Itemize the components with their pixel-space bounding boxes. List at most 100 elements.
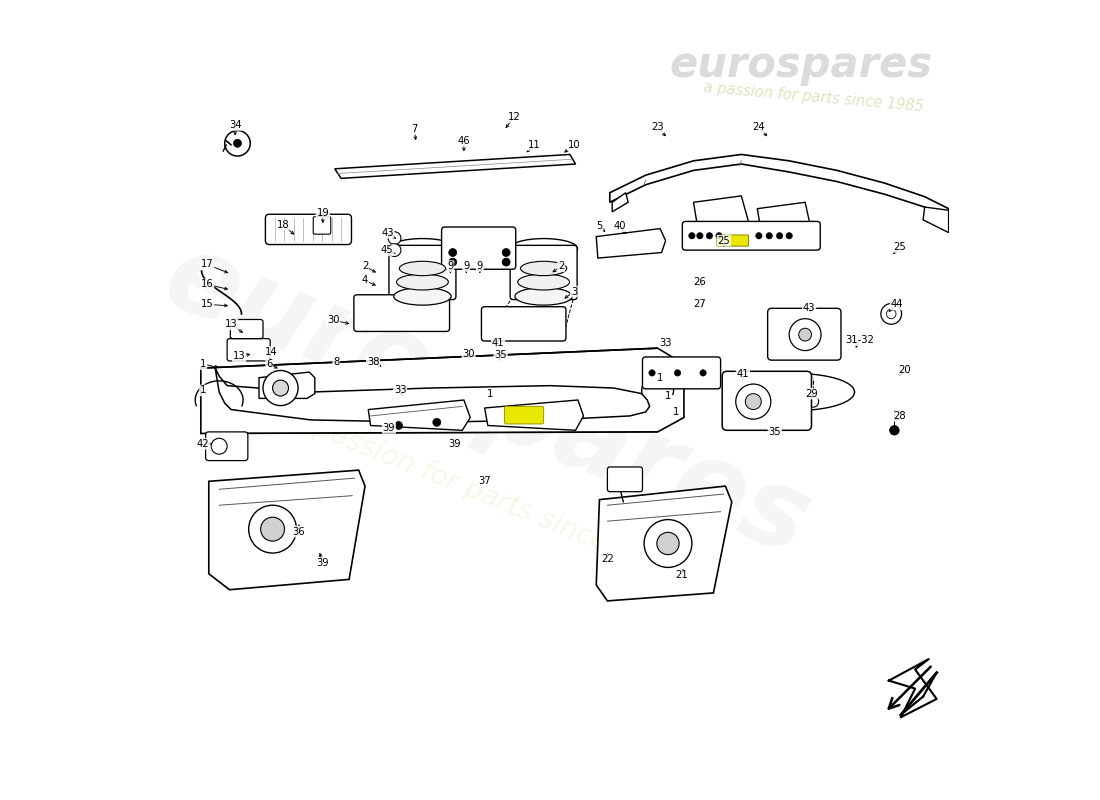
Text: 23: 23 [651, 122, 664, 132]
Circle shape [503, 249, 510, 257]
Polygon shape [258, 372, 315, 398]
Circle shape [887, 309, 896, 318]
Ellipse shape [396, 274, 449, 290]
Circle shape [881, 303, 902, 324]
FancyBboxPatch shape [482, 306, 565, 341]
FancyBboxPatch shape [682, 222, 821, 250]
Ellipse shape [399, 262, 446, 276]
Circle shape [649, 370, 656, 376]
Text: 27: 27 [693, 299, 706, 310]
Circle shape [700, 370, 706, 376]
Ellipse shape [509, 238, 578, 258]
Polygon shape [596, 229, 666, 258]
Text: 38: 38 [366, 357, 379, 366]
Text: 1: 1 [200, 359, 207, 369]
Text: 2: 2 [362, 261, 369, 271]
Text: 30: 30 [462, 349, 475, 358]
Text: 39: 39 [383, 423, 395, 433]
FancyBboxPatch shape [314, 217, 331, 234]
Text: a passion for parts since 1985: a passion for parts since 1985 [704, 80, 925, 114]
FancyBboxPatch shape [206, 432, 248, 461]
Circle shape [696, 233, 703, 239]
Circle shape [395, 422, 403, 430]
Circle shape [211, 438, 227, 454]
Text: 8: 8 [333, 357, 340, 366]
Text: 41: 41 [737, 370, 749, 379]
Circle shape [263, 370, 298, 406]
FancyBboxPatch shape [441, 227, 516, 270]
Text: 13: 13 [224, 319, 238, 330]
Circle shape [432, 418, 441, 426]
Circle shape [645, 519, 692, 567]
Polygon shape [757, 202, 812, 246]
Circle shape [657, 532, 679, 554]
Circle shape [756, 233, 762, 239]
Text: 45: 45 [381, 245, 394, 255]
Text: eurospares: eurospares [148, 222, 824, 578]
Text: 40: 40 [614, 222, 626, 231]
Text: 11: 11 [528, 140, 540, 150]
FancyBboxPatch shape [510, 246, 578, 299]
Circle shape [503, 258, 510, 266]
FancyBboxPatch shape [768, 308, 842, 360]
Circle shape [689, 233, 695, 239]
Text: 6: 6 [266, 359, 273, 369]
Circle shape [388, 244, 400, 257]
Polygon shape [923, 207, 948, 233]
Text: 29: 29 [805, 389, 818, 398]
Circle shape [736, 384, 771, 419]
Text: 33: 33 [659, 338, 672, 347]
Text: 41: 41 [492, 338, 505, 347]
Circle shape [273, 380, 288, 396]
Ellipse shape [520, 262, 566, 276]
Text: 31-32: 31-32 [845, 335, 873, 346]
Circle shape [706, 233, 713, 239]
FancyBboxPatch shape [505, 406, 543, 424]
Text: 19: 19 [317, 208, 329, 218]
Text: 9: 9 [476, 261, 483, 271]
Text: 17: 17 [201, 259, 213, 270]
Text: 46: 46 [458, 136, 470, 146]
Text: 1: 1 [657, 373, 663, 382]
Text: 22: 22 [601, 554, 614, 565]
Polygon shape [609, 154, 948, 220]
Text: 7: 7 [411, 124, 418, 134]
Circle shape [789, 318, 821, 350]
Circle shape [716, 233, 723, 239]
FancyBboxPatch shape [607, 467, 642, 492]
Circle shape [786, 233, 792, 239]
Circle shape [807, 396, 818, 407]
Text: 9: 9 [463, 261, 470, 271]
FancyBboxPatch shape [265, 214, 352, 245]
Circle shape [388, 232, 400, 245]
Text: 12: 12 [508, 112, 520, 122]
Circle shape [890, 426, 899, 435]
Ellipse shape [518, 274, 570, 290]
Text: 13: 13 [233, 351, 245, 361]
Ellipse shape [388, 238, 456, 258]
Text: 1: 1 [487, 389, 494, 398]
Text: 44: 44 [891, 299, 903, 310]
Circle shape [261, 517, 285, 541]
Text: 9: 9 [448, 261, 453, 271]
Text: 42: 42 [197, 439, 209, 449]
Text: 18: 18 [276, 220, 289, 230]
Text: 1: 1 [673, 407, 679, 417]
Circle shape [777, 233, 783, 239]
Circle shape [674, 370, 681, 376]
Text: 24: 24 [752, 122, 766, 132]
Polygon shape [693, 196, 749, 241]
Circle shape [799, 328, 812, 341]
Polygon shape [485, 400, 583, 430]
FancyBboxPatch shape [642, 357, 720, 389]
Text: 14: 14 [265, 347, 277, 357]
Text: 43: 43 [803, 303, 815, 314]
Text: 1: 1 [200, 386, 207, 395]
FancyBboxPatch shape [230, 319, 263, 338]
Polygon shape [201, 348, 684, 434]
Polygon shape [596, 486, 732, 601]
Text: 36: 36 [293, 526, 305, 537]
Ellipse shape [394, 287, 451, 305]
Polygon shape [368, 400, 471, 430]
Text: 34: 34 [229, 120, 241, 130]
